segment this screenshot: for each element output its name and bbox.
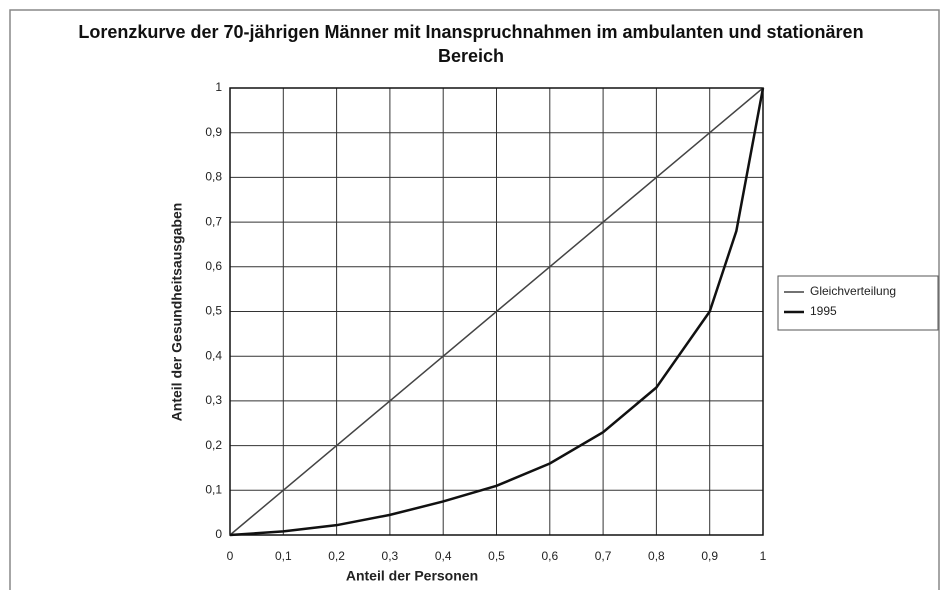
- chart-title: Lorenzkurve der 70-jährigen Männer mit I…: [78, 22, 864, 66]
- x-tick-label: 0,6: [541, 549, 558, 563]
- y-tick-label: 1: [215, 80, 222, 94]
- x-tick-label: 0,8: [648, 549, 665, 563]
- x-axis-label: Anteil der Personen: [346, 568, 478, 584]
- plot-area: [229, 87, 764, 536]
- x-tick-label: 0,5: [488, 549, 505, 563]
- x-tick-label: 0,2: [328, 549, 345, 563]
- y-tick-label: 0,8: [205, 170, 222, 184]
- y-tick-label: 0,3: [205, 393, 222, 407]
- y-axis-label: Anteil der Gesundheitsausgaben: [169, 203, 185, 422]
- x-tick-label: 0,1: [275, 549, 292, 563]
- x-tick-label: 0,9: [701, 549, 718, 563]
- x-tick-label: 1: [760, 549, 767, 563]
- y-tick-label: 0,2: [205, 438, 222, 452]
- legend-label: 1995: [810, 304, 837, 318]
- line: [229, 87, 765, 537]
- y-tick-label: 0,5: [205, 304, 222, 318]
- y-tick-label: 0: [215, 527, 222, 541]
- x-tick-label: 0,4: [435, 549, 452, 563]
- y-tick-label: 0,9: [205, 125, 222, 139]
- x-tick-label: 0,3: [382, 549, 399, 563]
- y-tick-label: 0,7: [205, 214, 222, 228]
- legend-label: Gleichverteilung: [810, 284, 896, 298]
- x-tick-label: 0: [227, 549, 234, 563]
- y-tick-label: 0,6: [205, 259, 222, 273]
- legend: [777, 275, 939, 331]
- frame: [9, 9, 940, 590]
- line: [229, 87, 764, 536]
- y-tick-label: 0,4: [205, 348, 222, 362]
- y-tick-label: 0,1: [205, 482, 222, 496]
- x-tick-label: 0,7: [595, 549, 612, 563]
